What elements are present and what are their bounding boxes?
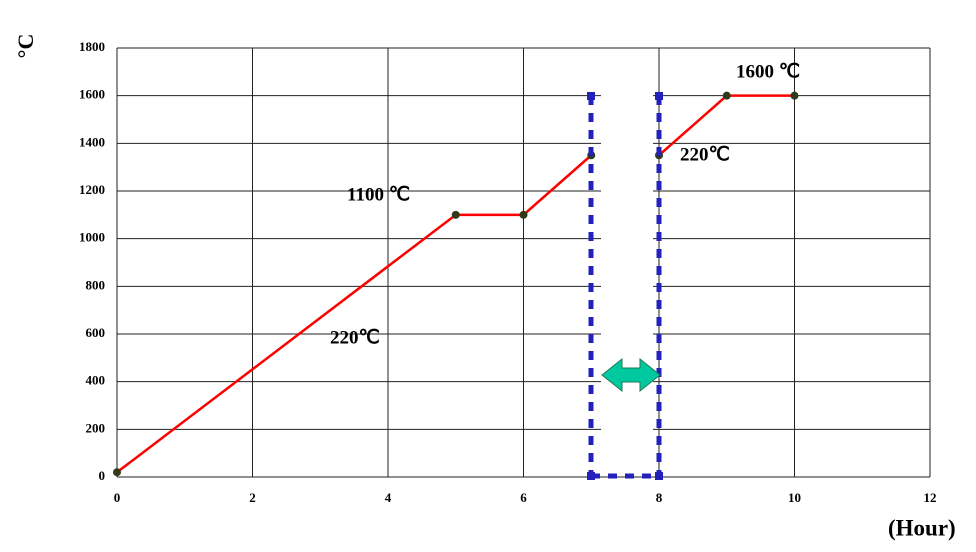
annotation: 220℃ bbox=[330, 327, 380, 348]
x-tick-label: 6 bbox=[520, 490, 527, 505]
y-tick-label: 1600 bbox=[79, 87, 105, 102]
x-tick-label: 10 bbox=[788, 490, 801, 505]
corner bbox=[655, 92, 663, 100]
x-tick-label: 4 bbox=[385, 490, 392, 505]
marker bbox=[790, 91, 799, 100]
grid bbox=[116, 47, 931, 478]
gap-mask bbox=[601, 50, 653, 475]
x-tick-label: 12 bbox=[924, 490, 937, 505]
y-tick-label: 1400 bbox=[79, 134, 105, 149]
y-tick-label: 800 bbox=[86, 277, 106, 292]
marker bbox=[722, 91, 731, 100]
y-tick-label: 1800 bbox=[79, 39, 105, 54]
x-tick-label: 0 bbox=[114, 490, 121, 505]
double-arrow bbox=[601, 357, 661, 393]
marker bbox=[519, 210, 528, 219]
corner bbox=[587, 92, 595, 100]
y-tick-label: 400 bbox=[86, 373, 106, 388]
corner bbox=[655, 472, 663, 480]
y-tick-label: 0 bbox=[99, 468, 106, 483]
x-tick-label: 8 bbox=[656, 490, 663, 505]
annotation: 1100 ℃ bbox=[347, 184, 410, 205]
corner bbox=[587, 472, 595, 480]
annotation: 1600 ℃ bbox=[736, 61, 800, 82]
marker bbox=[113, 468, 121, 477]
x-axis-label: (Hour) bbox=[888, 515, 956, 540]
y-tick-label: 1200 bbox=[79, 182, 105, 197]
x-tick-label: 2 bbox=[249, 490, 256, 505]
annotation: 220℃ bbox=[680, 144, 730, 165]
y-tick-label: 600 bbox=[86, 325, 106, 340]
y-axis-label: °C bbox=[13, 34, 38, 59]
y-tick-label: 1000 bbox=[79, 230, 105, 245]
y-tick-label: 200 bbox=[86, 420, 106, 435]
dashed-window bbox=[588, 96, 662, 479]
marker bbox=[451, 210, 460, 219]
